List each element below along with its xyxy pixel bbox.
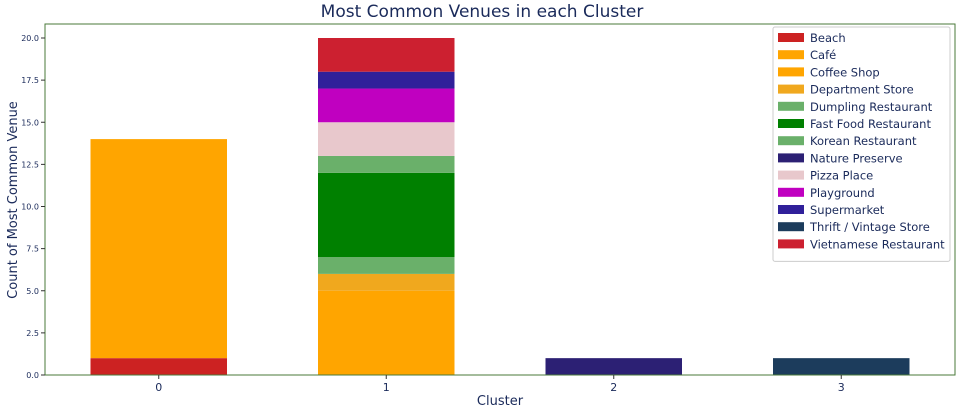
legend-entry: Coffee Shop xyxy=(810,65,880,79)
bar-segment xyxy=(90,358,227,375)
legend-swatch xyxy=(778,205,804,214)
y-tick-label: 0.0 xyxy=(26,371,39,380)
x-tick-label: 0 xyxy=(155,381,162,394)
legend-entry: Dumpling Restaurant xyxy=(810,100,933,114)
chart-title: Most Common Venues in each Cluster xyxy=(321,2,644,22)
x-axis-label: Cluster xyxy=(477,394,524,409)
legend-entry: Thrift / Vintage Store xyxy=(809,220,930,234)
y-tick-label: 5.0 xyxy=(26,287,39,296)
x-tick-label: 2 xyxy=(610,381,617,394)
legend-swatch xyxy=(778,136,804,146)
bar-segment xyxy=(90,139,227,359)
legend-swatch xyxy=(778,153,804,163)
legend-swatch xyxy=(778,239,804,249)
legend-entry: Department Store xyxy=(810,83,914,97)
bar-segment xyxy=(318,273,455,291)
y-tick-label: 20.0 xyxy=(21,34,39,43)
bar-segment xyxy=(318,122,455,156)
y-tick-label: 2.5 xyxy=(26,329,39,338)
legend-swatch xyxy=(778,119,804,128)
bar-segment xyxy=(318,71,455,89)
legend-frame xyxy=(772,26,951,262)
x-tick-label: 3 xyxy=(838,381,845,394)
x-tick-label: 1 xyxy=(383,381,390,394)
legend-entry: Beach xyxy=(810,31,846,45)
legend-swatch xyxy=(778,84,804,94)
legend-swatch xyxy=(778,187,804,197)
y-tick-label: 17.5 xyxy=(21,76,39,85)
bar-segment xyxy=(318,88,455,123)
legend-entry: Korean Restaurant xyxy=(810,134,917,148)
legend-entry: Nature Preserve xyxy=(810,151,903,165)
legend-swatch xyxy=(778,170,804,180)
legend-swatch xyxy=(778,67,804,77)
legend-entry: Supermarket xyxy=(810,203,885,217)
legend-entry: Vietnamese Restaurant xyxy=(810,237,945,251)
bar-segment xyxy=(318,172,455,258)
y-axis-label: Count of Most Common Venue xyxy=(6,101,21,299)
legend-entry: Playground xyxy=(810,186,875,200)
legend-swatch xyxy=(778,222,804,232)
y-tick-label: 7.5 xyxy=(26,245,39,254)
legend: Beach Café Coffee Shop Department Store Dump… xyxy=(772,26,951,262)
bar-segment xyxy=(318,290,455,375)
plot-frame xyxy=(44,23,956,376)
y-tick-label: 10.0 xyxy=(21,203,39,212)
bar-segment xyxy=(773,358,910,375)
legend-entry: Café xyxy=(810,48,836,62)
legend-swatch xyxy=(778,33,804,42)
legend-entry: Fast Food Restaurant xyxy=(810,117,931,131)
legend-entry: Pizza Place xyxy=(810,169,873,183)
legend-swatch xyxy=(778,50,804,60)
y-tick-label: 12.5 xyxy=(21,160,39,169)
bar-segment xyxy=(545,358,682,375)
bar-segment xyxy=(318,38,455,72)
bar-segment xyxy=(318,155,455,173)
y-tick-label: 15.0 xyxy=(21,118,39,127)
x-axis: 0 1 2 3 xyxy=(155,375,845,394)
bar-segment xyxy=(318,257,455,274)
y-axis: 0.0 2.5 5.0 7.5 10.0 12.5 15.0 17.5 20.0 xyxy=(21,34,45,380)
plot-area xyxy=(90,38,910,375)
legend-swatch xyxy=(778,101,804,111)
